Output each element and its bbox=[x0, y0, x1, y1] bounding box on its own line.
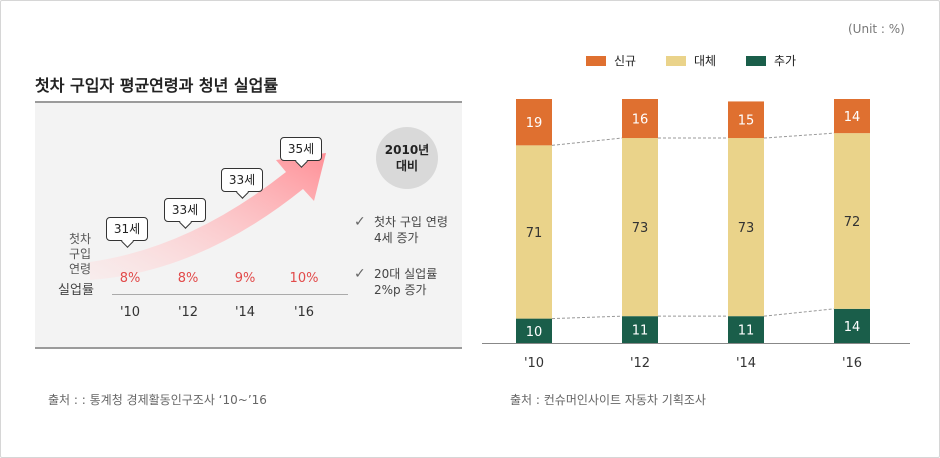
bar-segment bbox=[516, 318, 552, 343]
left-title: 첫차 구입자 평균연령과 청년 실업률 bbox=[35, 76, 279, 95]
data-label: 19 bbox=[526, 116, 543, 131]
x-tick-label: '16 bbox=[842, 356, 862, 371]
left-year-2010: '10 bbox=[119, 305, 141, 320]
data-label: 11 bbox=[632, 324, 649, 339]
compare-badge-line-1: 2010년 bbox=[384, 143, 430, 157]
data-label: 15 bbox=[738, 114, 755, 129]
check-item-unemployment-line-1: 20대 실업률 bbox=[374, 267, 438, 281]
data-label: 72 bbox=[844, 215, 861, 230]
data-label: 16 bbox=[632, 113, 649, 128]
bar-segment bbox=[834, 308, 870, 343]
bar-segment bbox=[622, 138, 658, 317]
bar-segment bbox=[728, 138, 764, 317]
unemployment-2016: 10% bbox=[289, 271, 319, 286]
data-label: 14 bbox=[844, 320, 861, 335]
bar-segment bbox=[516, 145, 552, 319]
unemployment-2012: 8% bbox=[177, 271, 199, 286]
left-year-2014: '14 bbox=[234, 305, 256, 320]
bar-segment bbox=[728, 316, 764, 343]
compare-badge-line-2: 대비 bbox=[395, 159, 419, 173]
age-bubble-2012: 33세 bbox=[164, 198, 206, 222]
unemployment-2014: 9% bbox=[234, 271, 256, 286]
data-label: 73 bbox=[632, 221, 649, 236]
legend-swatch-replace bbox=[666, 55, 686, 66]
x-tick-label: '12 bbox=[630, 356, 650, 371]
age-row-label: 첫차 구입 연령 bbox=[58, 232, 102, 277]
legend-swatch-additional bbox=[746, 55, 766, 66]
legend-item-replace: 대체 bbox=[666, 52, 716, 69]
growth-arrow-shape bbox=[90, 153, 326, 280]
right-source: 출처 : 컨슈머인사이트 자동차 기획조사 bbox=[510, 393, 706, 407]
connector-line-top bbox=[763, 132, 835, 139]
check-item-age-line-1: 첫차 구입 연령 bbox=[374, 215, 448, 229]
age-bubble-2010: 31세 bbox=[106, 217, 148, 241]
check-item-unemployment: ✓ 20대 실업률 2%p 증가 bbox=[354, 266, 438, 298]
legend-item-new: 신규 bbox=[586, 52, 636, 69]
legend-label-new: 신규 bbox=[614, 54, 637, 68]
legend-label-additional: 추가 bbox=[774, 54, 797, 68]
bar-segment bbox=[622, 316, 658, 343]
age-row-label-line-1: 첫차 bbox=[68, 232, 92, 246]
unemployment-row-label: 실업률 bbox=[58, 283, 94, 298]
unit-label: (Unit : %) bbox=[848, 22, 905, 36]
check-item-unemployment-line-2: 2%p 증가 bbox=[374, 283, 427, 297]
check-item-age-line-2: 4세 증가 bbox=[374, 231, 419, 245]
left-year-2016: '16 bbox=[293, 305, 315, 320]
legend-label-replace: 대체 bbox=[694, 54, 717, 68]
bar-segment bbox=[516, 99, 552, 146]
data-label: 71 bbox=[526, 226, 543, 241]
bar-segment bbox=[728, 101, 764, 139]
age-bubble-2016: 35세 bbox=[280, 137, 322, 161]
legend-swatch-new bbox=[586, 55, 606, 66]
data-label: 10 bbox=[526, 325, 543, 340]
legend-item-additional: 추가 bbox=[746, 52, 796, 69]
bar-segment bbox=[834, 133, 870, 309]
left-source: 출처 : : 통계청 경제활동인구조사 ‘10~’16 bbox=[48, 393, 267, 407]
bar-segment bbox=[834, 99, 870, 134]
x-tick-label: '14 bbox=[736, 356, 756, 371]
age-row-label-line-2: 구입 bbox=[68, 247, 92, 261]
connector-line-top bbox=[551, 137, 623, 146]
data-label: 73 bbox=[738, 221, 755, 236]
age-bubble-2014: 33세 bbox=[221, 168, 263, 192]
left-baseline bbox=[112, 294, 348, 295]
compare-badge: 2010년 대비 bbox=[376, 127, 438, 189]
data-label: 14 bbox=[844, 110, 861, 125]
check-icon: ✓ bbox=[354, 214, 366, 230]
x-tick-label: '10 bbox=[524, 356, 544, 371]
unemployment-2010: 8% bbox=[119, 271, 141, 286]
connector-line-bottom bbox=[551, 315, 623, 320]
check-item-age: ✓ 첫차 구입 연령 4세 증가 bbox=[354, 214, 448, 246]
age-row-label-line-3: 연령 bbox=[68, 262, 92, 276]
bar-segment bbox=[622, 99, 658, 139]
data-label: 11 bbox=[738, 324, 755, 339]
check-icon: ✓ bbox=[354, 266, 366, 282]
connector-line-bottom bbox=[763, 308, 835, 317]
left-year-2012: '12 bbox=[177, 305, 199, 320]
